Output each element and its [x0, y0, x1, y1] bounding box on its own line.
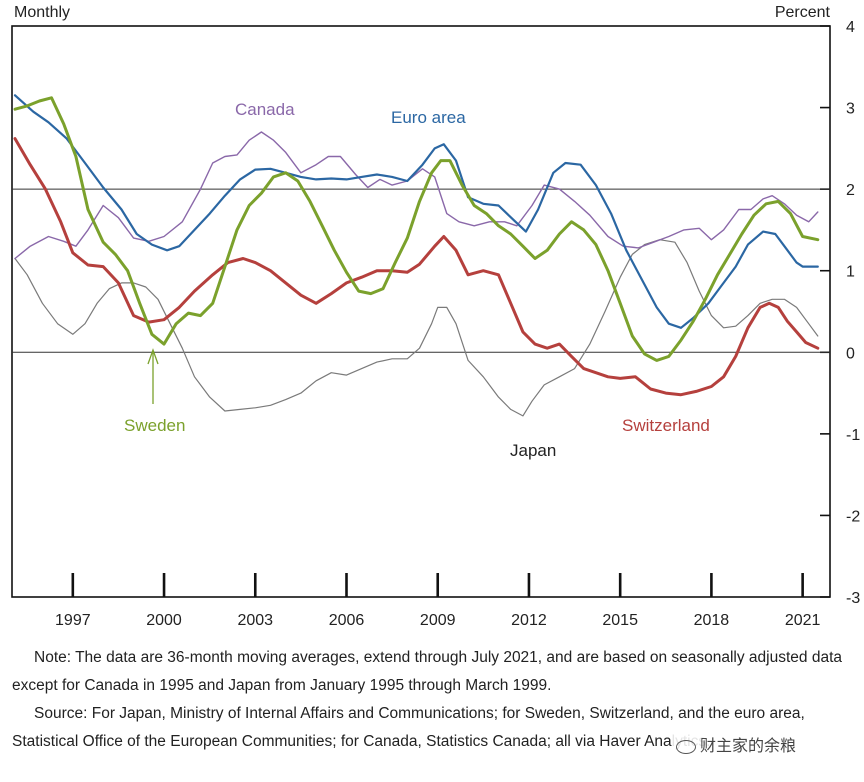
source-paragraph: Source: For Japan, Ministry of Internal … [12, 700, 862, 756]
x-tick-label: 2021 [785, 612, 821, 629]
x-tick-label: 2015 [602, 612, 638, 629]
wechat-icon [676, 739, 696, 754]
x-tick-label: 2006 [329, 612, 365, 629]
sweden-arrow-head [147, 348, 159, 365]
note-paragraph: Note: The data are 36-month moving avera… [12, 644, 862, 700]
x-tick-label: 2012 [511, 612, 547, 629]
watermark: 财主家的余粮 [672, 732, 801, 756]
source-label: Source: [34, 705, 88, 722]
y-tick-label: 3 [846, 101, 855, 118]
y-tick-label: -3 [846, 590, 860, 607]
y-tick-label: 1 [846, 264, 855, 281]
y-tick-label: -2 [846, 508, 860, 525]
line-chart: -3 -2 -1 0 1 2 3 4 1997 2000 2003 2006 2009 2012 2015 2… [11, 19, 860, 629]
unit-label: Percent [774, 4, 830, 21]
plot-frame [11, 25, 831, 598]
y-tick-label: -1 [846, 427, 860, 444]
y-tick-label: 4 [846, 19, 855, 36]
note-block: Note: The data are 36-month moving avera… [12, 644, 862, 756]
note-text: The data are 36-month moving averages, e… [12, 649, 842, 694]
note-label: Note: [34, 649, 72, 666]
series-label-sweden: Sweden [124, 416, 185, 435]
x-tick-label: 1997 [55, 612, 91, 629]
x-tick-label: 2009 [420, 612, 456, 629]
watermark-text: 财主家的余粮 [700, 738, 797, 755]
y-tick-label: 2 [846, 182, 855, 199]
series-line-switzerland [13, 137, 820, 397]
series-label-japan: Japan [510, 441, 556, 460]
series-label-euro-area: Euro area [391, 108, 466, 127]
source-text: For Japan, Ministry of Internal Affairs … [12, 705, 805, 750]
series-line-japan [14, 239, 819, 417]
x-tick-label: 2000 [146, 612, 182, 629]
x-tick-label: 2003 [237, 612, 273, 629]
series-label-switzerland: Switzerland [622, 416, 710, 435]
frequency-label: Monthly [14, 4, 71, 21]
series-label-canada: Canada [235, 100, 295, 119]
series-line-euro-area [13, 94, 819, 329]
y-tick-label: 0 [846, 345, 855, 362]
series-line-sweden [13, 96, 820, 362]
x-tick-label: 2018 [694, 612, 730, 629]
series-line-canada [14, 131, 819, 260]
